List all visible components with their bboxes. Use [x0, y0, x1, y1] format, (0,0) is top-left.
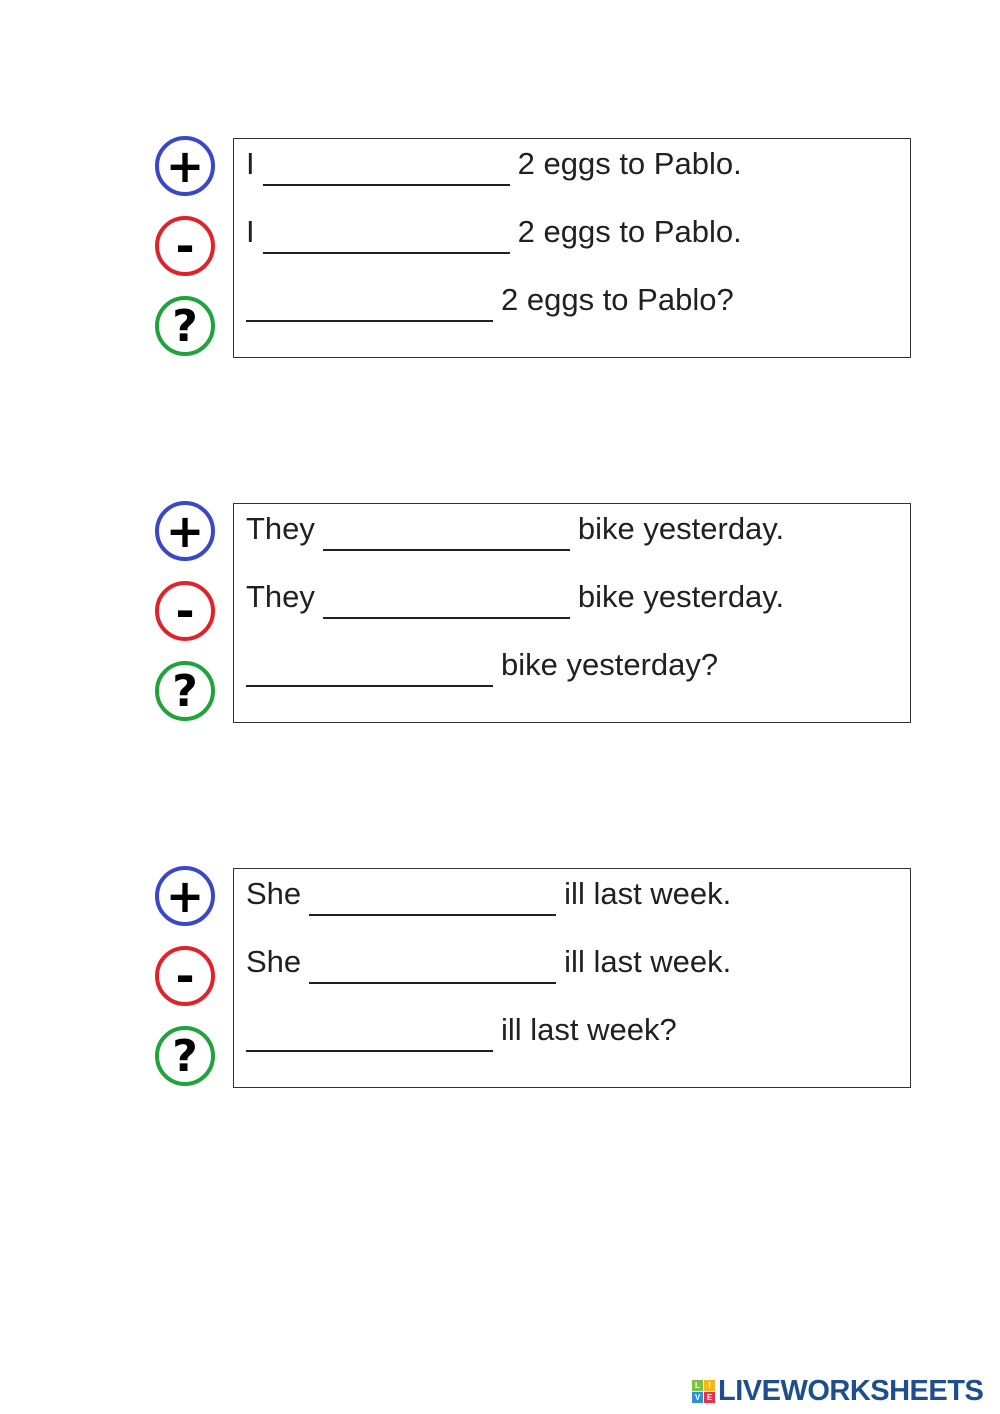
- minus-circle-icon: -: [155, 581, 215, 641]
- affirmative-sentence: I 2 eggs to Pablo.: [246, 146, 742, 186]
- affirmative-sentence: She ill last week.: [246, 876, 731, 916]
- affirmative-answer-input[interactable]: [262, 155, 510, 186]
- affirmative-answer-input[interactable]: [322, 520, 570, 551]
- negative-sentence: I 2 eggs to Pablo.: [246, 214, 742, 254]
- sentence-rest: ill last week.: [564, 944, 732, 979]
- affirmative-answer-input[interactable]: [309, 885, 557, 916]
- sentence-subject: They: [246, 511, 315, 546]
- question-answer-input[interactable]: [246, 656, 493, 687]
- sentence-subject: She: [246, 876, 302, 911]
- sentence-rest: 2 eggs to Pablo.: [517, 146, 742, 181]
- exercise-group: + - ? They bike yesterday. They bike yes…: [0, 501, 1000, 733]
- question-sentence: bike yesterday?: [246, 647, 718, 687]
- liveworksheets-logo: L I V E LIVEWORKSHEETS: [692, 1375, 984, 1408]
- sentence-subject: She: [246, 944, 302, 979]
- sentence-rest: ill last week.: [564, 876, 732, 911]
- question-sentence: ill last week?: [246, 1012, 677, 1052]
- plus-circle-icon: +: [155, 136, 215, 196]
- question-circle-icon: ?: [155, 661, 215, 721]
- exercise-box: [233, 868, 911, 1088]
- exercise-group: + - ? She ill last week. She ill last we…: [0, 866, 1000, 1098]
- logo-tiles-icon: L I V E: [692, 1380, 715, 1403]
- question-answer-input[interactable]: [246, 291, 493, 322]
- sentence-subject: They: [246, 579, 315, 614]
- sentence-rest: bike yesterday.: [577, 511, 785, 546]
- logo-tile: V: [692, 1392, 703, 1403]
- minus-circle-icon: -: [155, 216, 215, 276]
- question-circle-icon: ?: [155, 296, 215, 356]
- plus-circle-icon: +: [155, 866, 215, 926]
- logo-tile: L: [692, 1380, 703, 1391]
- negative-answer-input[interactable]: [309, 953, 557, 984]
- negative-answer-input[interactable]: [322, 588, 570, 619]
- logo-tile: I: [704, 1380, 715, 1391]
- minus-circle-icon: -: [155, 946, 215, 1006]
- sentence-rest: 2 eggs to Pablo?: [501, 282, 734, 317]
- affirmative-sentence: They bike yesterday.: [246, 511, 784, 551]
- question-circle-icon: ?: [155, 1026, 215, 1086]
- negative-answer-input[interactable]: [262, 223, 510, 254]
- question-answer-input[interactable]: [246, 1021, 493, 1052]
- sentence-rest: 2 eggs to Pablo.: [517, 214, 742, 249]
- sentence-rest: bike yesterday?: [501, 647, 719, 682]
- sentence-subject: I: [246, 146, 255, 181]
- logo-text: LIVEWORKSHEETS: [718, 1375, 984, 1407]
- question-sentence: 2 eggs to Pablo?: [246, 282, 734, 322]
- negative-sentence: They bike yesterday.: [246, 579, 784, 619]
- logo-tile: E: [704, 1392, 715, 1403]
- sentence-rest: ill last week?: [501, 1012, 677, 1047]
- exercise-box: [233, 503, 911, 723]
- sentence-rest: bike yesterday.: [577, 579, 785, 614]
- exercise-box: [233, 138, 911, 358]
- sentence-subject: I: [246, 214, 255, 249]
- exercise-group: + - ? I 2 eggs to Pablo. I 2 eggs to Pab…: [0, 136, 1000, 368]
- negative-sentence: She ill last week.: [246, 944, 731, 984]
- plus-circle-icon: +: [155, 501, 215, 561]
